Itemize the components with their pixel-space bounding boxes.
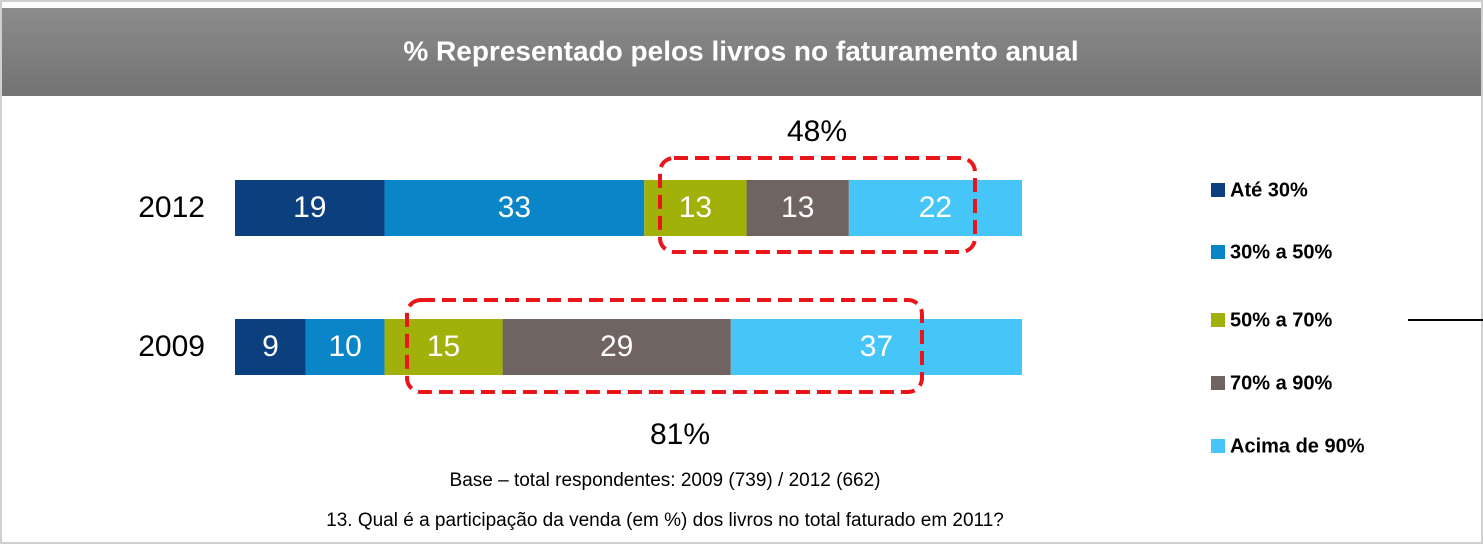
legend-swatch: [1211, 245, 1225, 259]
legend-swatch: [1211, 439, 1225, 453]
data-label: 22: [919, 191, 952, 224]
category-label: 2012: [138, 191, 205, 224]
chart-title: % Representado pelos livros no faturamen…: [403, 35, 1078, 66]
legend-label: 70% a 90%: [1230, 372, 1333, 394]
legend-swatch: [1211, 376, 1225, 390]
category-label: 2009: [138, 330, 205, 363]
bar-segment: [305, 319, 385, 375]
data-label: 37: [860, 330, 893, 363]
bar-segment: [848, 180, 1022, 236]
legend-swatch: [1211, 313, 1225, 327]
data-label: 13: [679, 191, 712, 224]
annotation: 81%: [650, 418, 710, 451]
bar-segment: [746, 180, 849, 236]
data-label: 33: [498, 191, 531, 224]
highlight-box: [658, 156, 977, 254]
legend-label: 30% a 50%: [1230, 241, 1333, 263]
legend-label: Acima de 90%: [1230, 435, 1365, 457]
data-label: 13: [781, 191, 814, 224]
bar-segment: [730, 319, 1022, 375]
highlight-box: [405, 298, 924, 394]
bar-segment: [235, 319, 306, 375]
bar-segment: [384, 319, 503, 375]
bar-segment: [235, 180, 385, 236]
data-label: 19: [293, 191, 326, 224]
base-note: Base – total respondentes: 2009 (739) / …: [450, 470, 881, 491]
annotation: 48%: [787, 115, 847, 148]
bar-segment: [502, 319, 731, 375]
question: 13. Qual é a participação da venda (em %…: [326, 510, 1004, 531]
data-label: 29: [600, 330, 633, 363]
legend-swatch: [1211, 183, 1225, 197]
legend-label: 50% a 70%: [1230, 309, 1333, 331]
data-label: 15: [427, 330, 460, 363]
data-label: 10: [328, 330, 361, 363]
header-band: [2, 8, 1481, 96]
legend-label: Até 30%: [1230, 179, 1308, 201]
data-label: 9: [262, 330, 279, 363]
bar-segment: [384, 180, 645, 236]
